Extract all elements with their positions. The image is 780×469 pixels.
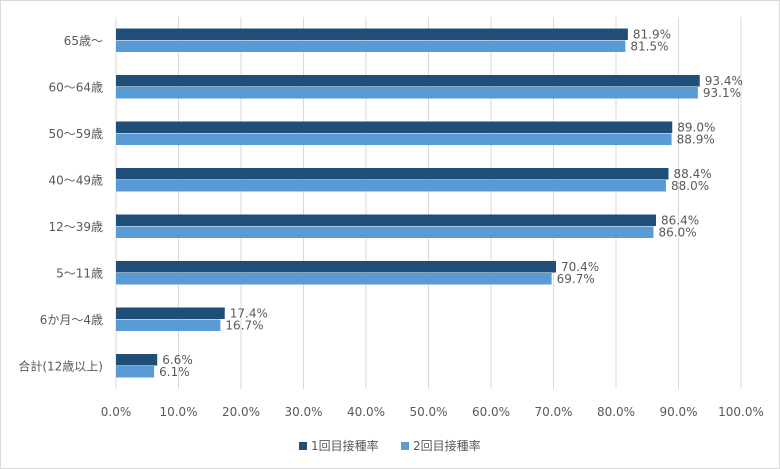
category-label: 5～11歳 — [56, 266, 103, 280]
x-tick-labels: 0.0% 10.0% 20.0% 30.0% 40.0% 50.0% 60.0% 70.0% 8… — [101, 405, 764, 419]
gridlines — [115, 17, 742, 389]
bar-series1 — [116, 28, 628, 40]
data-label: 16.7% — [225, 319, 263, 333]
legend-label: 2回目接種率 — [413, 438, 481, 453]
bar-series1 — [116, 261, 556, 273]
bar-series2 — [116, 87, 698, 99]
legend-label: 1回目接種率 — [311, 438, 379, 453]
category-label: 60～64歳 — [48, 80, 103, 94]
bar-series2 — [116, 226, 654, 238]
x-tick-label: 30.0% — [284, 405, 322, 419]
data-label: 70.4% — [561, 260, 599, 274]
x-tick-label: 50.0% — [409, 405, 447, 419]
data-label: 69.7% — [557, 272, 595, 286]
bar-series2 — [116, 133, 672, 145]
bars — [116, 28, 700, 378]
category-label: 12～39歳 — [48, 220, 103, 234]
bar-series1 — [116, 354, 158, 366]
legend: 1回目接種率 2回目接種率 — [299, 438, 481, 453]
data-label: 17.4% — [230, 307, 268, 321]
bar-series2 — [116, 366, 155, 378]
bar-series2 — [116, 40, 626, 52]
x-tick-label: 100.0% — [718, 405, 764, 419]
bar-series1 — [116, 214, 656, 226]
bar-series2 — [116, 273, 552, 285]
bar-series2 — [116, 319, 221, 331]
x-tick-label: 80.0% — [597, 405, 635, 419]
legend-swatch — [401, 442, 409, 450]
x-tick-label: 40.0% — [347, 405, 385, 419]
x-tick-label: 70.0% — [534, 405, 572, 419]
category-labels: 65歳～ 60～64歳 50～59歳 40～49歳 12～39歳 5～11歳 6か月～4歳合… — [18, 34, 103, 374]
data-label: 93.4% — [705, 74, 743, 88]
category-label: 合計(12歳以上) — [18, 358, 103, 373]
category-label: 65歳～ — [64, 34, 103, 48]
category-label: 50～59歳 — [48, 127, 103, 141]
bar-series1 — [116, 307, 225, 319]
data-label: 88.0% — [671, 179, 709, 193]
data-label: 81.9% — [633, 28, 671, 42]
data-label: 93.1% — [703, 86, 741, 100]
x-tick-label: 10.0% — [159, 405, 197, 419]
bar-series1 — [116, 75, 700, 87]
x-tick-label: 20.0% — [222, 405, 260, 419]
data-labels: 81.9%81.5% 93.4%93.1% 89.0%88.9% 88.4%88.0%… — [159, 28, 743, 380]
category-label: 6か月～4歳 — [40, 313, 103, 327]
bar-series1 — [116, 168, 669, 180]
data-label: 6.6% — [162, 353, 193, 367]
data-label: 89.0% — [677, 121, 715, 135]
data-label: 81.5% — [630, 40, 668, 54]
bar-series2 — [116, 180, 666, 192]
data-label: 86.0% — [659, 226, 697, 240]
data-label: 88.9% — [677, 133, 715, 147]
category-label: 40～49歳 — [48, 173, 103, 187]
data-label: 86.4% — [661, 214, 699, 228]
x-tick-label: 90.0% — [659, 405, 697, 419]
legend-swatch — [299, 442, 307, 450]
bar-series1 — [116, 121, 673, 133]
x-tick-label: 60.0% — [472, 405, 510, 419]
data-label: 88.4% — [674, 167, 712, 181]
data-label: 6.1% — [159, 365, 190, 379]
x-tick-label: 0.0% — [101, 405, 132, 419]
